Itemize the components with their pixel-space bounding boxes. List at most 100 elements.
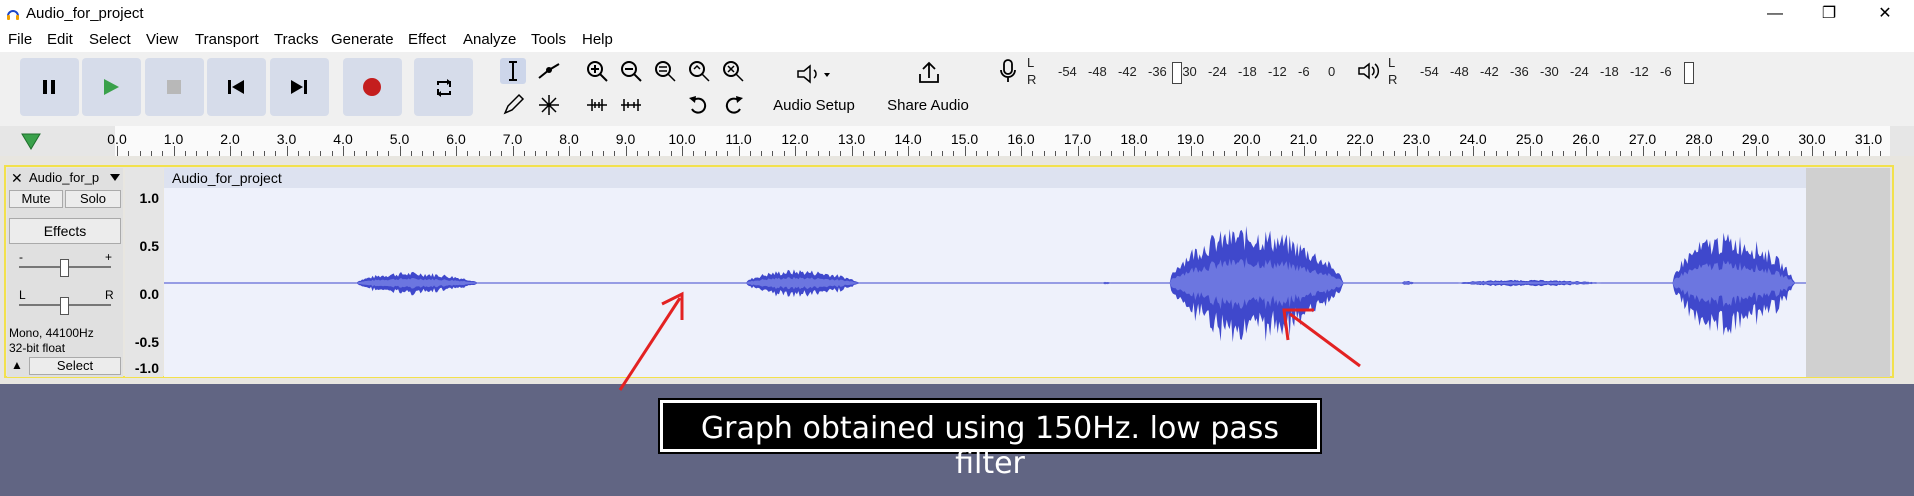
record-meter-slider[interactable] [1172,62,1182,84]
ruler-minor-tick [1744,151,1746,156]
gain-slider[interactable] [60,259,69,277]
ruler-tick-label: 28.0 [1685,131,1713,147]
amp-label: 0.0 [139,286,159,302]
skip-to-end-button[interactable] [270,58,329,116]
ruler-tick-label: 13.0 [837,131,866,147]
loop-button[interactable] [414,58,473,116]
menu-file[interactable]: File [8,31,33,48]
close-window-button[interactable]: ✕ [1878,5,1892,22]
menu-analyze[interactable]: Analyze [463,31,517,48]
ruler-minor-tick [1495,151,1497,156]
ruler-minor-tick [998,151,1000,156]
track-menu-chevron-icon[interactable] [110,174,120,182]
menu-bar: File Edit Select View Transport Tracks G… [0,28,1914,52]
envelope-tool-icon[interactable] [536,58,562,84]
skip-end-icon [291,80,307,94]
redo-icon[interactable] [720,92,746,118]
ruler-minor-tick [207,151,209,156]
ruler-minor-tick [184,151,186,156]
clip-title-bar[interactable] [164,168,1806,188]
menu-select[interactable]: Select [89,31,131,48]
fit-selection-icon[interactable] [652,58,678,84]
ruler-minor-tick [1156,151,1158,156]
record-button[interactable] [343,58,402,116]
play-meter-l: L [1388,55,1396,70]
ruler-minor-tick [840,151,842,156]
share-audio-label: Share Audio [887,97,969,114]
microphone-icon[interactable] [996,58,1020,84]
menu-tracks[interactable]: Tracks [274,31,319,48]
solo-button[interactable]: Solo [65,190,121,208]
playback-speaker-icon[interactable] [1356,60,1382,82]
undo-icon[interactable] [686,92,712,118]
ruler-tick-label: 25.0 [1515,131,1544,147]
effects-button[interactable]: Effects [9,218,121,244]
track-format: Mono, 44100Hz [9,326,94,340]
ruler-tick [625,146,627,156]
zoom-in-icon[interactable] [584,58,610,84]
collapse-track-button[interactable]: ▲ [11,358,23,372]
ruler-minor-tick [218,151,220,156]
ruler-minor-tick [1258,151,1260,156]
ruler-minor-tick [1834,151,1836,156]
select-track-button[interactable]: Select [29,357,121,375]
ruler-tick-label: 19.0 [1176,131,1205,147]
timeline-ruler[interactable]: 0.0 1.0 2.0 3.0 4.0 5.0 6.0 7.0 8.0 9.0 10.0 11.0 12… [107,126,1890,156]
zoom-out-icon[interactable] [618,58,644,84]
audio-clip[interactable] [164,168,1806,377]
playback-meter[interactable]: -54 -48 -42 -36 -30 -24 -18 -12 -6 [1420,58,1700,88]
play-button[interactable] [82,58,141,116]
stop-button[interactable] [145,58,204,116]
pause-button[interactable] [20,58,79,116]
silence-audio-icon[interactable] [618,92,644,118]
ruler-tick-label: 6.0 [446,131,466,147]
playback-meter-slider[interactable] [1684,62,1694,84]
ruler-minor-tick [523,151,525,156]
ruler-minor-tick [1574,151,1576,156]
track-name[interactable]: Audio_for_p [29,170,100,185]
ruler-minor-tick [1043,151,1045,156]
menu-view[interactable]: View [146,31,179,48]
selection-tool-icon[interactable] [500,58,526,84]
pan-slider[interactable] [60,297,69,315]
menu-edit[interactable]: Edit [47,31,73,48]
zoom-toggle-icon[interactable] [720,58,746,84]
ruler-minor-tick [1224,151,1226,156]
ruler-minor-tick [670,151,672,156]
waveform[interactable] [164,188,1806,377]
mute-button[interactable]: Mute [9,190,63,208]
ruler-minor-tick [410,151,412,156]
ruler-minor-tick [727,151,729,156]
minimize-button[interactable]: — [1767,5,1783,22]
maximize-button[interactable]: ❐ [1821,5,1837,22]
share-audio-button[interactable]: Share Audio [880,54,976,120]
ruler-minor-tick [1235,151,1237,156]
ruler-tick [230,146,231,156]
menu-help[interactable]: Help [582,31,613,48]
ruler-minor-tick [128,151,130,156]
audio-setup-button[interactable]: Audio Setup [768,54,860,120]
draw-tool-icon[interactable] [500,92,526,118]
timeline-options-icon[interactable] [20,131,42,151]
fit-project-icon[interactable] [686,58,712,84]
ruler-tick-label: 1.0 [163,131,184,147]
multi-tool-icon[interactable] [536,92,562,118]
meter-tick-label: -48 [1450,64,1469,79]
menu-transport[interactable]: Transport [195,31,259,48]
ruler-minor-tick [1721,151,1723,156]
ruler-minor-tick [580,151,582,156]
trim-audio-icon[interactable] [584,92,610,118]
record-meter[interactable]: -54 -48 -42 -36 -30 -24 -18 -12 -6 0 [1058,58,1338,88]
skip-to-start-button[interactable] [207,58,266,116]
pause-icon [43,80,55,94]
ruler-minor-tick [388,151,390,156]
waveform-rms [1401,282,1418,284]
menu-effect[interactable]: Effect [408,31,447,48]
ruler-tick-label: 8.0 [559,131,579,147]
menu-generate[interactable]: Generate [331,31,394,48]
waveform-rms [745,276,892,290]
ruler-minor-tick [1167,151,1169,156]
ruler-minor-tick [896,151,898,156]
track-close-button[interactable]: ✕ [11,170,23,186]
menu-tools[interactable]: Tools [531,31,567,48]
